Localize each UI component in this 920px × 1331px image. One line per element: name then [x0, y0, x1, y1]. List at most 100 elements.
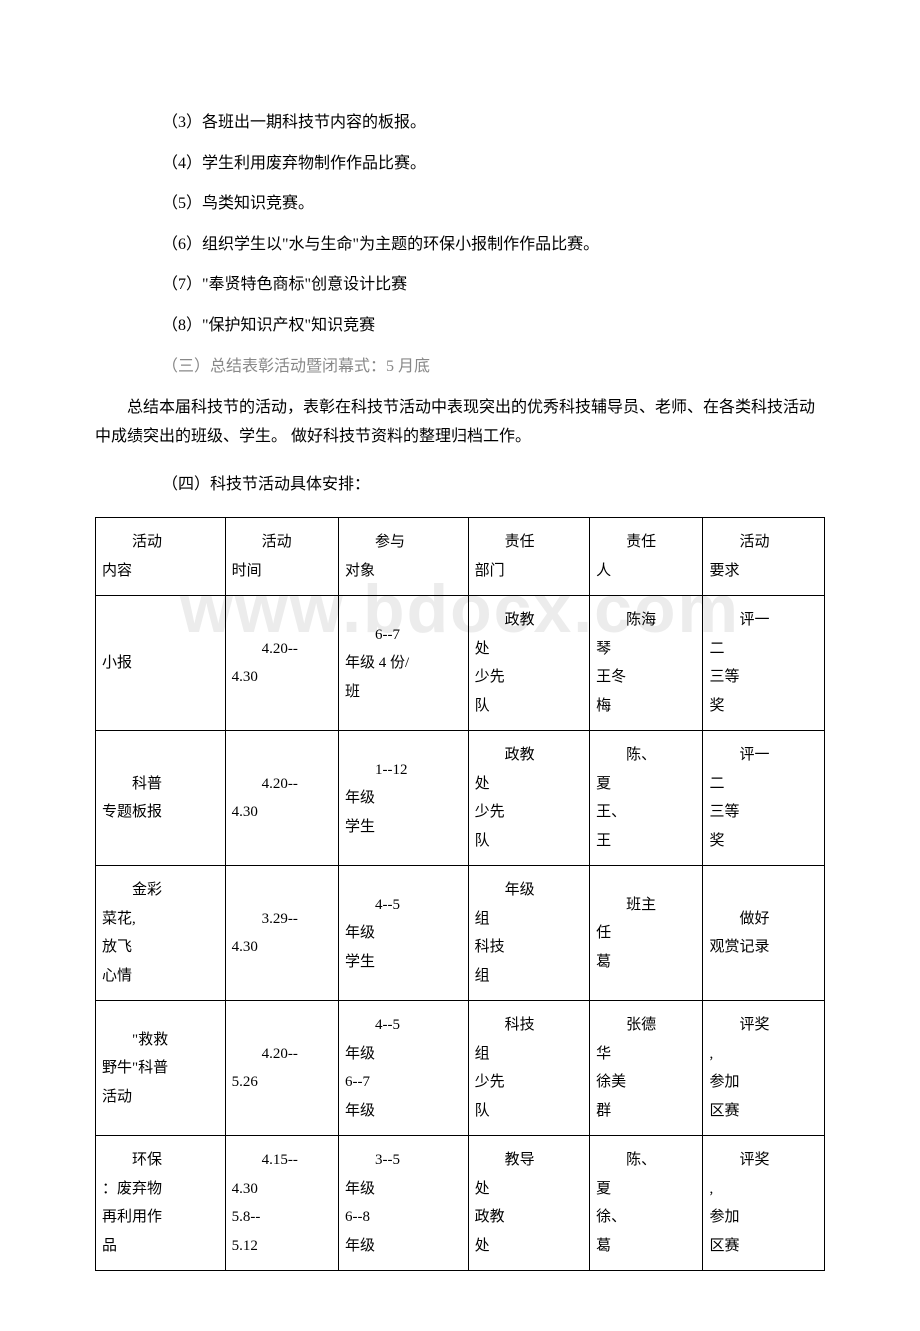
table-cell: 陈、夏王、王: [590, 731, 703, 866]
table-cell: 4.20--4.30: [225, 596, 338, 731]
cell-line: 少先: [475, 1068, 584, 1097]
col-header-content: 活动内容: [96, 518, 226, 596]
cell-line: 6--8: [345, 1203, 462, 1232]
table-row: 金彩菜花,放飞心情3.29--4.304--5年级学生年级组科技组班主任葛做好观…: [96, 866, 825, 1001]
table-row: 环保：废弃物再利用作品4.15--4.305.8--5.123--5年级6--8…: [96, 1136, 825, 1271]
cell-line: 年级 4 份/: [345, 649, 462, 678]
cell-line: 6--7: [345, 621, 462, 650]
table-row: 小报4.20--4.306--7年级 4 份/班政教处少先队陈海琴王冬梅评一二三…: [96, 596, 825, 731]
cell-line: 5.8--: [232, 1203, 332, 1232]
cell-line: ,: [709, 1040, 818, 1069]
cell-line: 4.30: [232, 798, 332, 827]
cell-line: 奖: [709, 692, 818, 721]
cell-line: 三等: [709, 798, 818, 827]
cell-line: 观赏记录: [709, 933, 818, 962]
cell-line: 陈、: [596, 1146, 696, 1175]
cell-line: 奖: [709, 827, 818, 856]
cell-line: 金彩: [102, 876, 219, 905]
cell-line: 王: [596, 827, 696, 856]
cell-line: "救救: [102, 1026, 219, 1055]
table-cell: 4.15--4.305.8--5.12: [225, 1136, 338, 1271]
cell-line: 陈海: [596, 606, 696, 635]
cell-line: 组: [475, 905, 584, 934]
cell-line: 班: [345, 678, 462, 707]
list-item-7: （7）"奉贤特色商标"创意设计比赛: [95, 272, 825, 298]
table-cell: 科技组少先队: [468, 1001, 590, 1136]
cell-line: 专题板报: [102, 798, 219, 827]
cell-line: 年级: [475, 876, 584, 905]
cell-line: 葛: [596, 948, 696, 977]
cell-line: 琴: [596, 635, 696, 664]
cell-line: 二: [709, 635, 818, 664]
table-cell: 班主任葛: [590, 866, 703, 1001]
cell-line: 组: [475, 962, 584, 991]
cell-line: 科技: [475, 1011, 584, 1040]
cell-line: 夏: [596, 770, 696, 799]
cell-line: 年级: [345, 1175, 462, 1204]
cell-line: 少先: [475, 663, 584, 692]
table-cell: 3.29--4.30: [225, 866, 338, 1001]
list-item-8: （8）"保护知识产权"知识竞赛: [95, 313, 825, 339]
cell-line: 年级: [345, 784, 462, 813]
cell-line: ,: [709, 1175, 818, 1204]
table-cell: 小报: [96, 596, 226, 731]
section-heading-4: （四）科技节活动具体安排：: [95, 472, 825, 498]
table-cell: 政教处少先队: [468, 731, 590, 866]
table-cell: 年级组科技组: [468, 866, 590, 1001]
list-item-6: （6）组织学生以"水与生命"为主题的环保小报制作作品比赛。: [95, 232, 825, 258]
cell-line: 参加: [709, 1068, 818, 1097]
col-header-dept: 责任部门: [468, 518, 590, 596]
cell-line: 参加: [709, 1203, 818, 1232]
cell-line: ：废弃物: [102, 1175, 219, 1204]
cell-line: 小报: [102, 649, 219, 678]
cell-line: 区赛: [709, 1232, 818, 1261]
cell-line: 组: [475, 1040, 584, 1069]
cell-line: 放飞: [102, 933, 219, 962]
cell-line: 评一: [709, 606, 818, 635]
table-cell: 4.20--5.26: [225, 1001, 338, 1136]
cell-line: 5.26: [232, 1068, 332, 1097]
col-header-person: 责任人: [590, 518, 703, 596]
table-cell: 科普专题板报: [96, 731, 226, 866]
table-cell: 张德华徐美群: [590, 1001, 703, 1136]
cell-line: 野牛"科普: [102, 1054, 219, 1083]
list-item-3: （3）各班出一期科技节内容的板报。: [95, 110, 825, 136]
table-cell: 陈、夏徐、葛: [590, 1136, 703, 1271]
cell-line: 评奖: [709, 1146, 818, 1175]
cell-line: 科技: [475, 933, 584, 962]
cell-line: 6--7: [345, 1068, 462, 1097]
cell-line: 群: [596, 1097, 696, 1126]
cell-line: 年级: [345, 919, 462, 948]
table-cell: 评奖,参加区赛: [703, 1001, 825, 1136]
cell-line: 华: [596, 1040, 696, 1069]
cell-line: 处: [475, 1175, 584, 1204]
cell-line: 学生: [345, 813, 462, 842]
cell-line: 环保: [102, 1146, 219, 1175]
table-cell: 教导处政教处: [468, 1136, 590, 1271]
cell-line: 年级: [345, 1097, 462, 1126]
cell-line: 4--5: [345, 891, 462, 920]
table-cell: "救救野牛"科普活动: [96, 1001, 226, 1136]
cell-line: 班主: [596, 891, 696, 920]
cell-line: 二: [709, 770, 818, 799]
cell-line: 3.29--: [232, 905, 332, 934]
cell-line: 任: [596, 919, 696, 948]
cell-line: 梅: [596, 692, 696, 721]
col-header-req: 活动要求: [703, 518, 825, 596]
cell-line: 徐美: [596, 1068, 696, 1097]
cell-line: 评一: [709, 741, 818, 770]
cell-line: 教导: [475, 1146, 584, 1175]
table-cell: 4--5年级6--7年级: [338, 1001, 468, 1136]
cell-line: 王、: [596, 798, 696, 827]
cell-line: 4.30: [232, 663, 332, 692]
cell-line: 队: [475, 1097, 584, 1126]
cell-line: 菜花,: [102, 905, 219, 934]
list-item-4: （4）学生利用废弃物制作作品比赛。: [95, 151, 825, 177]
cell-line: 4.20--: [232, 635, 332, 664]
cell-line: 王冬: [596, 663, 696, 692]
cell-line: 评奖: [709, 1011, 818, 1040]
list-item-closing: （三）总结表彰活动暨闭幕式：5 月底: [95, 354, 825, 380]
cell-line: 队: [475, 827, 584, 856]
cell-line: 活动: [102, 1083, 219, 1112]
table-row: "救救野牛"科普活动4.20--5.264--5年级6--7年级科技组少先队张德…: [96, 1001, 825, 1136]
